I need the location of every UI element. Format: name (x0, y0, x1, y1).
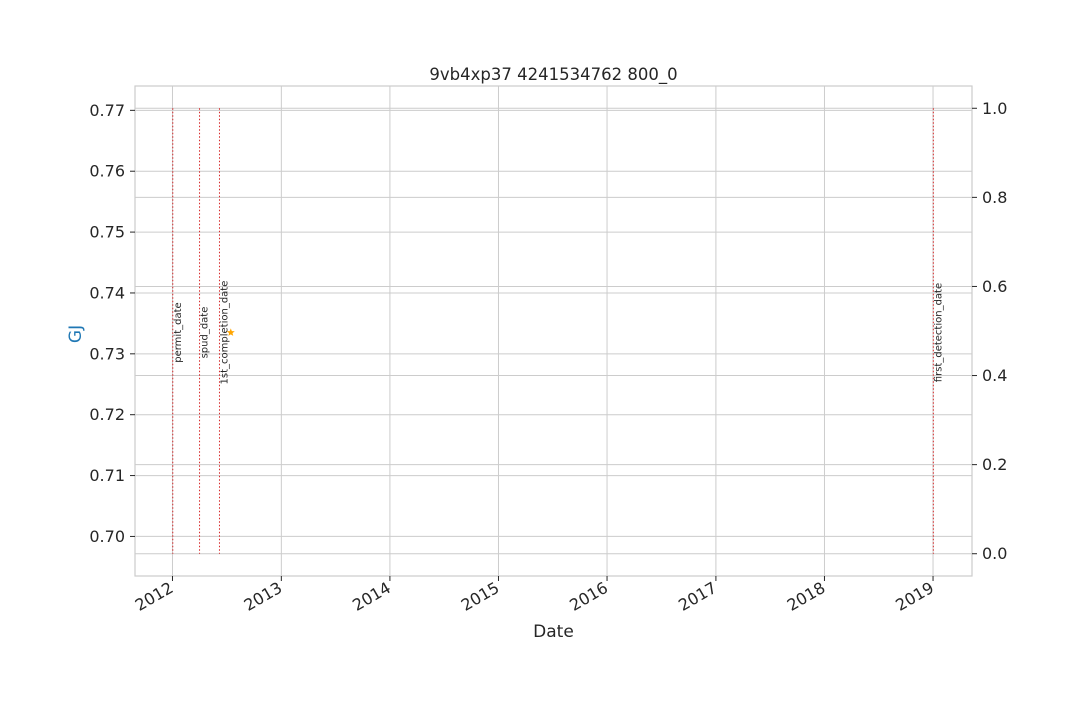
y-tick-label: 0.72 (89, 405, 125, 424)
x-tick-label: 2014 (349, 578, 394, 615)
y-tick-label: 0.73 (89, 344, 125, 363)
x-tick-label: 2016 (566, 578, 611, 615)
event-label: first_detection_date (933, 283, 944, 382)
x-tick-label: 2013 (241, 578, 286, 615)
marker-layer (226, 328, 235, 336)
x-tick-label: 2019 (892, 578, 937, 615)
y-tick-label: 0.77 (89, 101, 125, 120)
x-tick-label: 2018 (784, 578, 829, 615)
y2-tick-label: 0.0 (982, 544, 1007, 563)
y2-tick-label: 0.6 (982, 277, 1007, 296)
plot-frame (134, 85, 973, 577)
x-axis-ticks: 2012 2013 2014 2015 2016 2017 2018 2019 (132, 576, 937, 615)
chart-title: 9vb4xp37 4241534762 800_0 (429, 65, 677, 85)
y2-tick-label: 0.4 (982, 366, 1007, 385)
y-tick-label: 0.70 (89, 527, 125, 546)
x-tick-label: 2012 (132, 578, 177, 615)
x-tick-label: 2015 (458, 578, 503, 615)
y-tick-label: 0.71 (89, 466, 125, 485)
y-tick-label: 0.74 (89, 283, 125, 302)
y-tick-label: 0.75 (89, 223, 125, 242)
y2-axis-ticks: 0.0 0.2 0.4 0.6 0.8 1.0 (972, 99, 1007, 563)
y-tick-label: 0.76 (89, 162, 125, 181)
event-label: permit_date (173, 302, 184, 362)
grid (135, 86, 972, 576)
y2-tick-label: 0.2 (982, 455, 1007, 474)
y2-tick-label: 0.8 (982, 188, 1007, 207)
x-tick-label: 2017 (675, 578, 720, 615)
x-axis-label: Date (533, 622, 574, 642)
y-axis-ticks: 0.70 0.71 0.72 0.73 0.74 0.75 0.76 0.77 (89, 101, 135, 546)
y2-tick-label: 1.0 (982, 99, 1007, 118)
event-lines: permit_date spud_date 1st_completion_date f… (172, 108, 944, 554)
event-label: spud_date (200, 307, 211, 359)
y-axis-label: GJ (66, 325, 86, 343)
event-label: 1st_completion_date (219, 281, 230, 385)
star-marker (226, 328, 235, 336)
